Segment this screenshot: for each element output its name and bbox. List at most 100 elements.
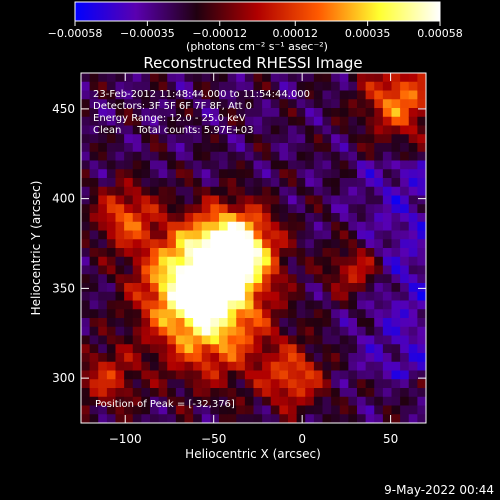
heatmap-cell (158, 204, 168, 214)
heatmap-cell (219, 178, 229, 188)
heatmap-cell (382, 125, 393, 135)
heatmap-cell (365, 318, 375, 328)
heatmap-cell (227, 396, 237, 407)
heatmap-cell (365, 265, 375, 275)
heatmap-cell (348, 361, 358, 372)
heatmap-cell (244, 361, 255, 372)
heatmap-cell (132, 300, 142, 310)
heatmap-cell (81, 160, 91, 170)
heatmap-cell (106, 108, 117, 118)
heatmap-cell (374, 256, 384, 267)
heatmap-cell (417, 213, 426, 223)
heatmap-cell (313, 81, 324, 92)
heatmap-cell (124, 283, 134, 293)
heatmap-cell (348, 326, 358, 337)
heatmap-cell (175, 99, 186, 109)
heatmap-cell (253, 81, 263, 92)
heatmap-cell (219, 73, 229, 83)
heatmap-cell (391, 195, 401, 205)
heatmap-cell (132, 116, 142, 127)
heatmap-cell (313, 151, 324, 162)
heatmap-cell (98, 151, 108, 162)
heatmap-cell (348, 230, 358, 240)
heatmap-cell (262, 379, 272, 389)
heatmap-cell (201, 186, 211, 197)
heatmap-cell (236, 291, 246, 302)
heatmap-cell (132, 81, 142, 92)
heatmap-cell (400, 90, 410, 100)
heatmap-cell (98, 81, 108, 92)
heatmap-cell (296, 81, 306, 92)
heatmap-cell (150, 300, 160, 310)
heatmap-cell (106, 99, 117, 109)
heatmap-cell (382, 151, 393, 162)
heatmap-cell (382, 326, 393, 337)
heatmap-cell (106, 335, 117, 345)
heatmap-cell (313, 274, 324, 284)
heatmap-cell (106, 90, 117, 100)
heatmap-cell (408, 274, 418, 284)
heatmap-cell (322, 283, 332, 293)
heatmap-cell (115, 291, 125, 302)
heatmap-cell (219, 108, 229, 118)
heatmap-cell (81, 169, 91, 179)
heatmap-cell (210, 134, 220, 144)
heatmap-cell (175, 186, 186, 197)
heatmap-cell (150, 309, 160, 319)
heatmap-cell (417, 160, 426, 170)
heatmap-cell (89, 361, 99, 372)
heatmap-cell (262, 388, 272, 398)
heatmap-cell (141, 125, 151, 135)
heatmap-cell (391, 99, 401, 109)
heatmap-cell (184, 81, 194, 92)
heatmap-cell (279, 239, 289, 249)
heatmap-cell (400, 160, 410, 170)
heatmap-cell (400, 283, 410, 293)
heatmap-cell (253, 361, 263, 372)
heatmap-cell (322, 221, 332, 232)
heatmap-cell (227, 160, 237, 170)
heatmap-cell (400, 248, 410, 258)
heatmap-cell (167, 134, 177, 144)
heatmap-cell (253, 370, 263, 380)
heatmap-cell (219, 256, 229, 267)
heatmap-cell (339, 143, 349, 153)
heatmap-cell (201, 204, 211, 214)
heatmap-cell (417, 388, 426, 398)
heatmap-cell (115, 379, 125, 389)
heatmap-cell (106, 178, 117, 188)
heatmap-cell (132, 151, 142, 162)
heatmap-cell (339, 213, 349, 223)
heatmap-cell (408, 178, 418, 188)
heatmap-cell (175, 326, 186, 337)
heatmap-cell (288, 361, 298, 372)
heatmap-cell (219, 99, 229, 109)
heatmap-cell (98, 90, 108, 100)
heatmap-cell (374, 143, 384, 153)
heatmap-cell (374, 221, 384, 232)
heatmap-cell (219, 204, 229, 214)
heatmap-cell (408, 151, 418, 162)
heatmap-cell (236, 108, 246, 118)
heatmap-cell (150, 274, 160, 284)
heatmap-cell (253, 134, 263, 144)
heatmap-cell (236, 134, 246, 144)
heatmap-cell (339, 274, 349, 284)
heatmap-cell (201, 221, 211, 232)
heatmap-cell (201, 265, 211, 275)
heatmap-cell (357, 291, 367, 302)
heatmap-cell (184, 274, 194, 284)
heatmap-cell (357, 361, 367, 372)
heatmap-cell (365, 90, 375, 100)
heatmap-cell (270, 405, 280, 415)
heatmap-cell (115, 239, 125, 249)
heatmap-cell (124, 335, 134, 345)
heatmap-cell (253, 169, 263, 179)
heatmap-cell (244, 396, 255, 407)
heatmap-cell (331, 396, 341, 407)
heatmap-cell (219, 274, 229, 284)
heatmap-cell (201, 239, 211, 249)
heatmap-cell (339, 108, 349, 118)
heatmap-cell (244, 405, 255, 415)
heatmap-cell (382, 195, 393, 205)
